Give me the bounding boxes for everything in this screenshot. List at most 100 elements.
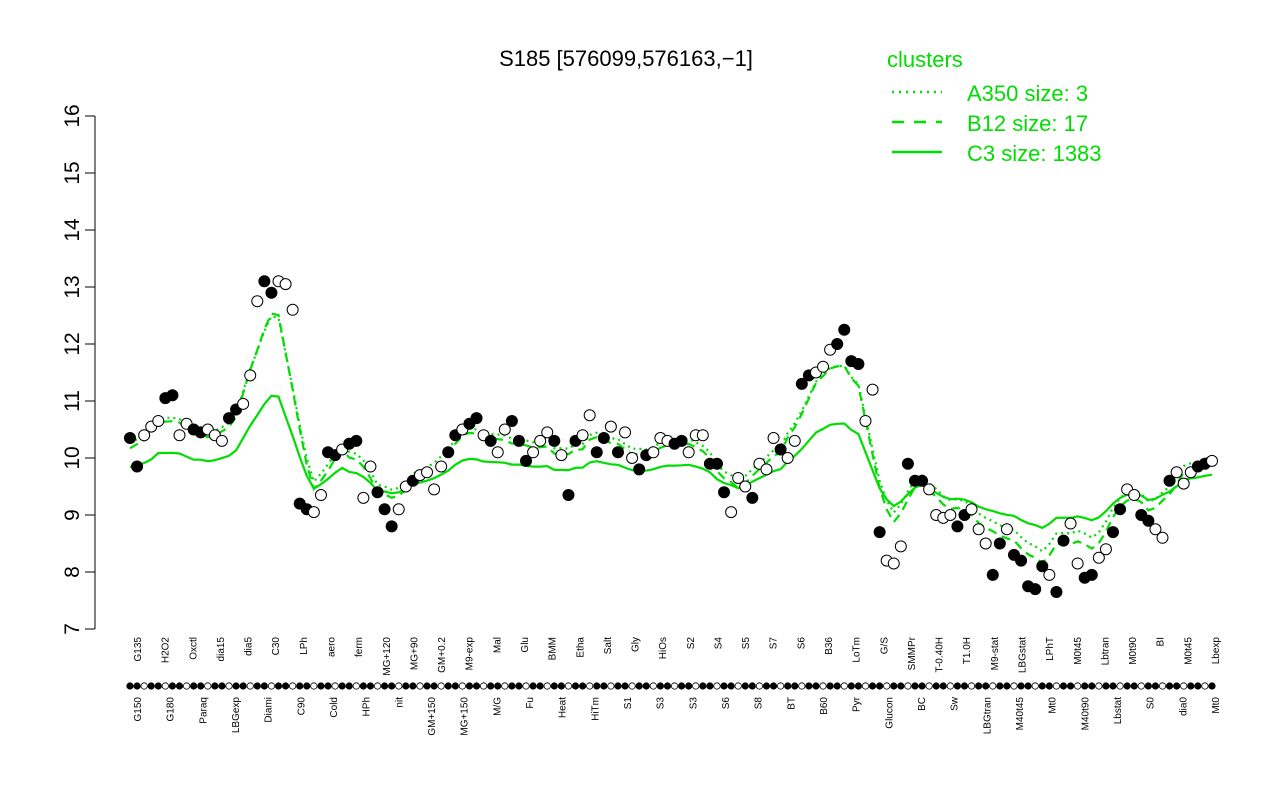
x-axis-dot [762, 682, 771, 690]
x-axis-dot [769, 682, 778, 690]
x-tick-label: S3 [656, 697, 667, 710]
data-point [307, 506, 320, 519]
data-point [152, 414, 165, 427]
data-point [173, 429, 186, 442]
x-tick-label: BMM [548, 637, 559, 660]
data-point [1177, 477, 1190, 490]
x-tick-label: ferm [354, 637, 365, 657]
x-axis-dot [713, 682, 721, 690]
x-axis-dot [239, 682, 247, 690]
data-point [527, 446, 540, 459]
x-axis-dot [550, 682, 558, 690]
data-point [124, 432, 136, 445]
x-tick-label: H2O2 [161, 637, 172, 664]
data-point [831, 338, 844, 350]
x-axis-dot [706, 682, 714, 690]
x-axis-dot [175, 682, 184, 690]
x-axis-dot [1201, 682, 1209, 690]
x-axis-dot [289, 682, 297, 690]
data-points [124, 275, 1218, 598]
y-tick-label: 16 [61, 104, 84, 127]
x-axis-dot [1187, 682, 1195, 690]
x-tick-label: LPh [299, 637, 310, 655]
x-axis-dot [812, 682, 820, 690]
x-axis-dot [352, 682, 360, 690]
x-tick-label: G150 [133, 697, 144, 722]
x-axis-dot [204, 682, 212, 690]
x-axis-dot [1123, 682, 1131, 690]
data-point [138, 429, 151, 442]
x-axis-dot [487, 682, 495, 690]
data-point [265, 286, 278, 299]
data-point [491, 446, 504, 459]
x-tick-label: S5 [741, 637, 752, 650]
x-tick-label: Paraq [198, 697, 209, 724]
data-point [1206, 454, 1218, 467]
data-point [1142, 514, 1155, 527]
x-tick-label: T-0.40H [935, 637, 946, 673]
x-tick-label: M/G [492, 697, 503, 716]
x-axis-dot [741, 682, 749, 690]
x-tick-label: S3 [688, 697, 699, 710]
data-point [583, 409, 596, 422]
x-axis-dot [1031, 682, 1039, 690]
x-axis-dot [663, 682, 672, 690]
data-point [732, 471, 745, 484]
x-axis-dot [430, 682, 438, 690]
legend: clusters A350 size: 3 B12 size: 17 C3 size… [887, 47, 1102, 166]
data-point [944, 509, 957, 521]
x-axis-dot [310, 682, 318, 690]
x-axis-dot [960, 682, 969, 690]
x-axis-dot [890, 682, 898, 690]
x-tick-label: Fu [525, 697, 536, 709]
x-axis-dot [479, 682, 488, 690]
x-axis-dot [692, 682, 700, 690]
x-axis-dot [967, 682, 976, 690]
data-point [251, 295, 264, 308]
x-tick-label: HPh [362, 697, 373, 716]
data-point [590, 446, 603, 459]
x-tick-label: dia15 [216, 637, 227, 662]
data-point [781, 452, 794, 464]
x-axis-dot [1165, 682, 1174, 690]
y-tick-label: 12 [61, 332, 84, 355]
x-axis-dot [656, 682, 664, 690]
x-axis-dot [253, 682, 261, 690]
x-axis-dot [748, 682, 756, 690]
x-axis-dot [168, 682, 177, 690]
x-tick-label: G/S [879, 637, 890, 655]
x-axis-dot [1151, 682, 1160, 690]
data-point [1099, 543, 1112, 556]
data-point [767, 432, 780, 445]
data-point [972, 523, 985, 536]
x-axis-dot [211, 682, 219, 690]
data-point [1043, 568, 1056, 581]
x-axis-dot [670, 682, 679, 690]
x-axis-dot [133, 682, 141, 690]
data-point [817, 360, 830, 373]
x-tick-label: Heat [558, 697, 569, 718]
x-axis-dot [1017, 682, 1025, 690]
data-point [279, 278, 292, 291]
x-axis-dot [593, 682, 601, 690]
data-point [901, 457, 914, 470]
x-axis-dot [791, 682, 799, 690]
x-tick-label: Etha [575, 637, 586, 658]
x-axis-dot [267, 682, 276, 690]
x-axis-dot [147, 682, 155, 690]
x-axis-dot [522, 682, 530, 690]
x-axis-dot [1003, 682, 1011, 690]
data-point [314, 489, 327, 502]
x-axis-dot [1052, 682, 1061, 690]
data-point [1092, 551, 1105, 564]
x-axis-dot [953, 682, 962, 690]
data-point [378, 503, 391, 516]
x-axis-dot [819, 682, 827, 690]
x-axis-dot [600, 682, 608, 690]
x-axis-dot [1024, 682, 1032, 690]
x-tick-label: Oxctl [188, 637, 199, 660]
data-point [647, 446, 660, 459]
x-axis-dot [1088, 682, 1096, 690]
data-point [1156, 531, 1169, 544]
x-axis-dot [635, 682, 643, 690]
